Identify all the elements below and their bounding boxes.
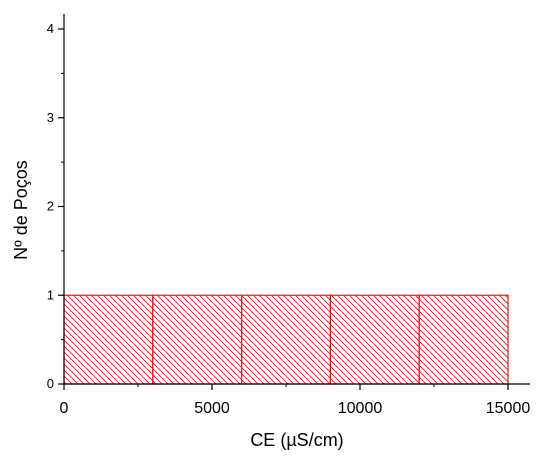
x-axis-ticks: 0 5000 10000 15000 [60,384,531,417]
y-tick-label: 1 [47,287,54,302]
y-tick-label: 2 [47,199,54,214]
histogram-bar-3 [241,294,332,385]
x-tick-label: 15000 [486,400,531,417]
x-tick-label: 0 [60,400,69,417]
y-tick-label: 4 [47,21,54,36]
y-axis-ticks: 0 1 2 3 4 [47,21,64,391]
x-tick-label: 5000 [194,400,230,417]
y-axis-label: Nº de Poços [11,160,31,260]
y-tick-label: 3 [47,110,54,125]
histogram-bar-4 [329,294,420,385]
histogram-bar-1 [63,294,154,385]
histogram-bars [63,294,509,385]
histogram-bar-2 [152,294,243,385]
histogram-bar-5 [418,294,509,385]
x-axis-label: CE (µS/cm) [250,430,343,450]
y-tick-label: 0 [47,376,54,391]
x-tick-label: 10000 [338,400,383,417]
